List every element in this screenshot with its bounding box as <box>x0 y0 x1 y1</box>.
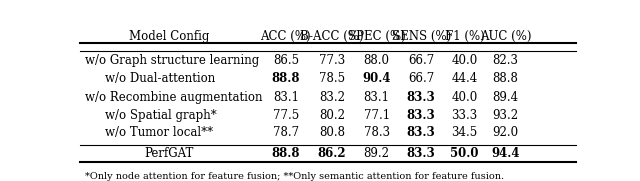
Text: 93.2: 93.2 <box>493 109 518 122</box>
Text: 90.4: 90.4 <box>362 72 391 85</box>
Text: F1 (%): F1 (%) <box>445 30 484 43</box>
Text: 83.3: 83.3 <box>407 109 436 122</box>
Text: *Only node attention for feature fusion; **Only semantic attention for feature f: *Only node attention for feature fusion;… <box>85 172 504 181</box>
Text: w/o Tumor local**: w/o Tumor local** <box>105 126 213 139</box>
Text: Model Config: Model Config <box>129 30 209 43</box>
Text: 88.8: 88.8 <box>271 147 300 160</box>
Text: 88.0: 88.0 <box>364 54 390 67</box>
Text: 34.5: 34.5 <box>451 126 477 139</box>
Text: PerfGAT: PerfGAT <box>145 147 194 160</box>
Text: AUC (%): AUC (%) <box>480 30 531 43</box>
Text: 94.4: 94.4 <box>492 147 520 160</box>
Text: 86.2: 86.2 <box>317 147 346 160</box>
Text: 83.1: 83.1 <box>273 91 299 104</box>
Text: SENS (%): SENS (%) <box>392 30 451 43</box>
Text: w/o Dual-attention: w/o Dual-attention <box>105 72 215 85</box>
Text: 78.7: 78.7 <box>273 126 299 139</box>
Text: 78.3: 78.3 <box>364 126 390 139</box>
Text: 83.2: 83.2 <box>319 91 345 104</box>
Text: 66.7: 66.7 <box>408 72 435 85</box>
Text: 77.5: 77.5 <box>273 109 299 122</box>
Text: 83.3: 83.3 <box>407 147 436 160</box>
Text: 89.4: 89.4 <box>493 91 518 104</box>
Text: B-ACC (%): B-ACC (%) <box>300 30 364 43</box>
Text: w/o Spatial graph*: w/o Spatial graph* <box>105 109 216 122</box>
Text: 86.5: 86.5 <box>273 54 299 67</box>
Text: 83.3: 83.3 <box>407 91 436 104</box>
Text: 92.0: 92.0 <box>493 126 518 139</box>
Text: w/o Graph structure learning: w/o Graph structure learning <box>85 54 259 67</box>
Text: 40.0: 40.0 <box>451 91 477 104</box>
Text: w/o Recombine augmentation: w/o Recombine augmentation <box>85 91 262 104</box>
Text: 78.5: 78.5 <box>319 72 345 85</box>
Text: 82.3: 82.3 <box>493 54 518 67</box>
Text: 80.8: 80.8 <box>319 126 345 139</box>
Text: 89.2: 89.2 <box>364 147 390 160</box>
Text: 88.8: 88.8 <box>493 72 518 85</box>
Text: 83.3: 83.3 <box>407 126 436 139</box>
Text: 88.8: 88.8 <box>271 72 300 85</box>
Text: 83.1: 83.1 <box>364 91 390 104</box>
Text: SPEC (%): SPEC (%) <box>348 30 406 43</box>
Text: 77.1: 77.1 <box>364 109 390 122</box>
Text: 44.4: 44.4 <box>451 72 477 85</box>
Text: 66.7: 66.7 <box>408 54 435 67</box>
Text: 80.2: 80.2 <box>319 109 345 122</box>
Text: ACC (%): ACC (%) <box>260 30 311 43</box>
Text: 40.0: 40.0 <box>451 54 477 67</box>
Text: 77.3: 77.3 <box>319 54 345 67</box>
Text: 33.3: 33.3 <box>451 109 477 122</box>
Text: 50.0: 50.0 <box>450 147 479 160</box>
